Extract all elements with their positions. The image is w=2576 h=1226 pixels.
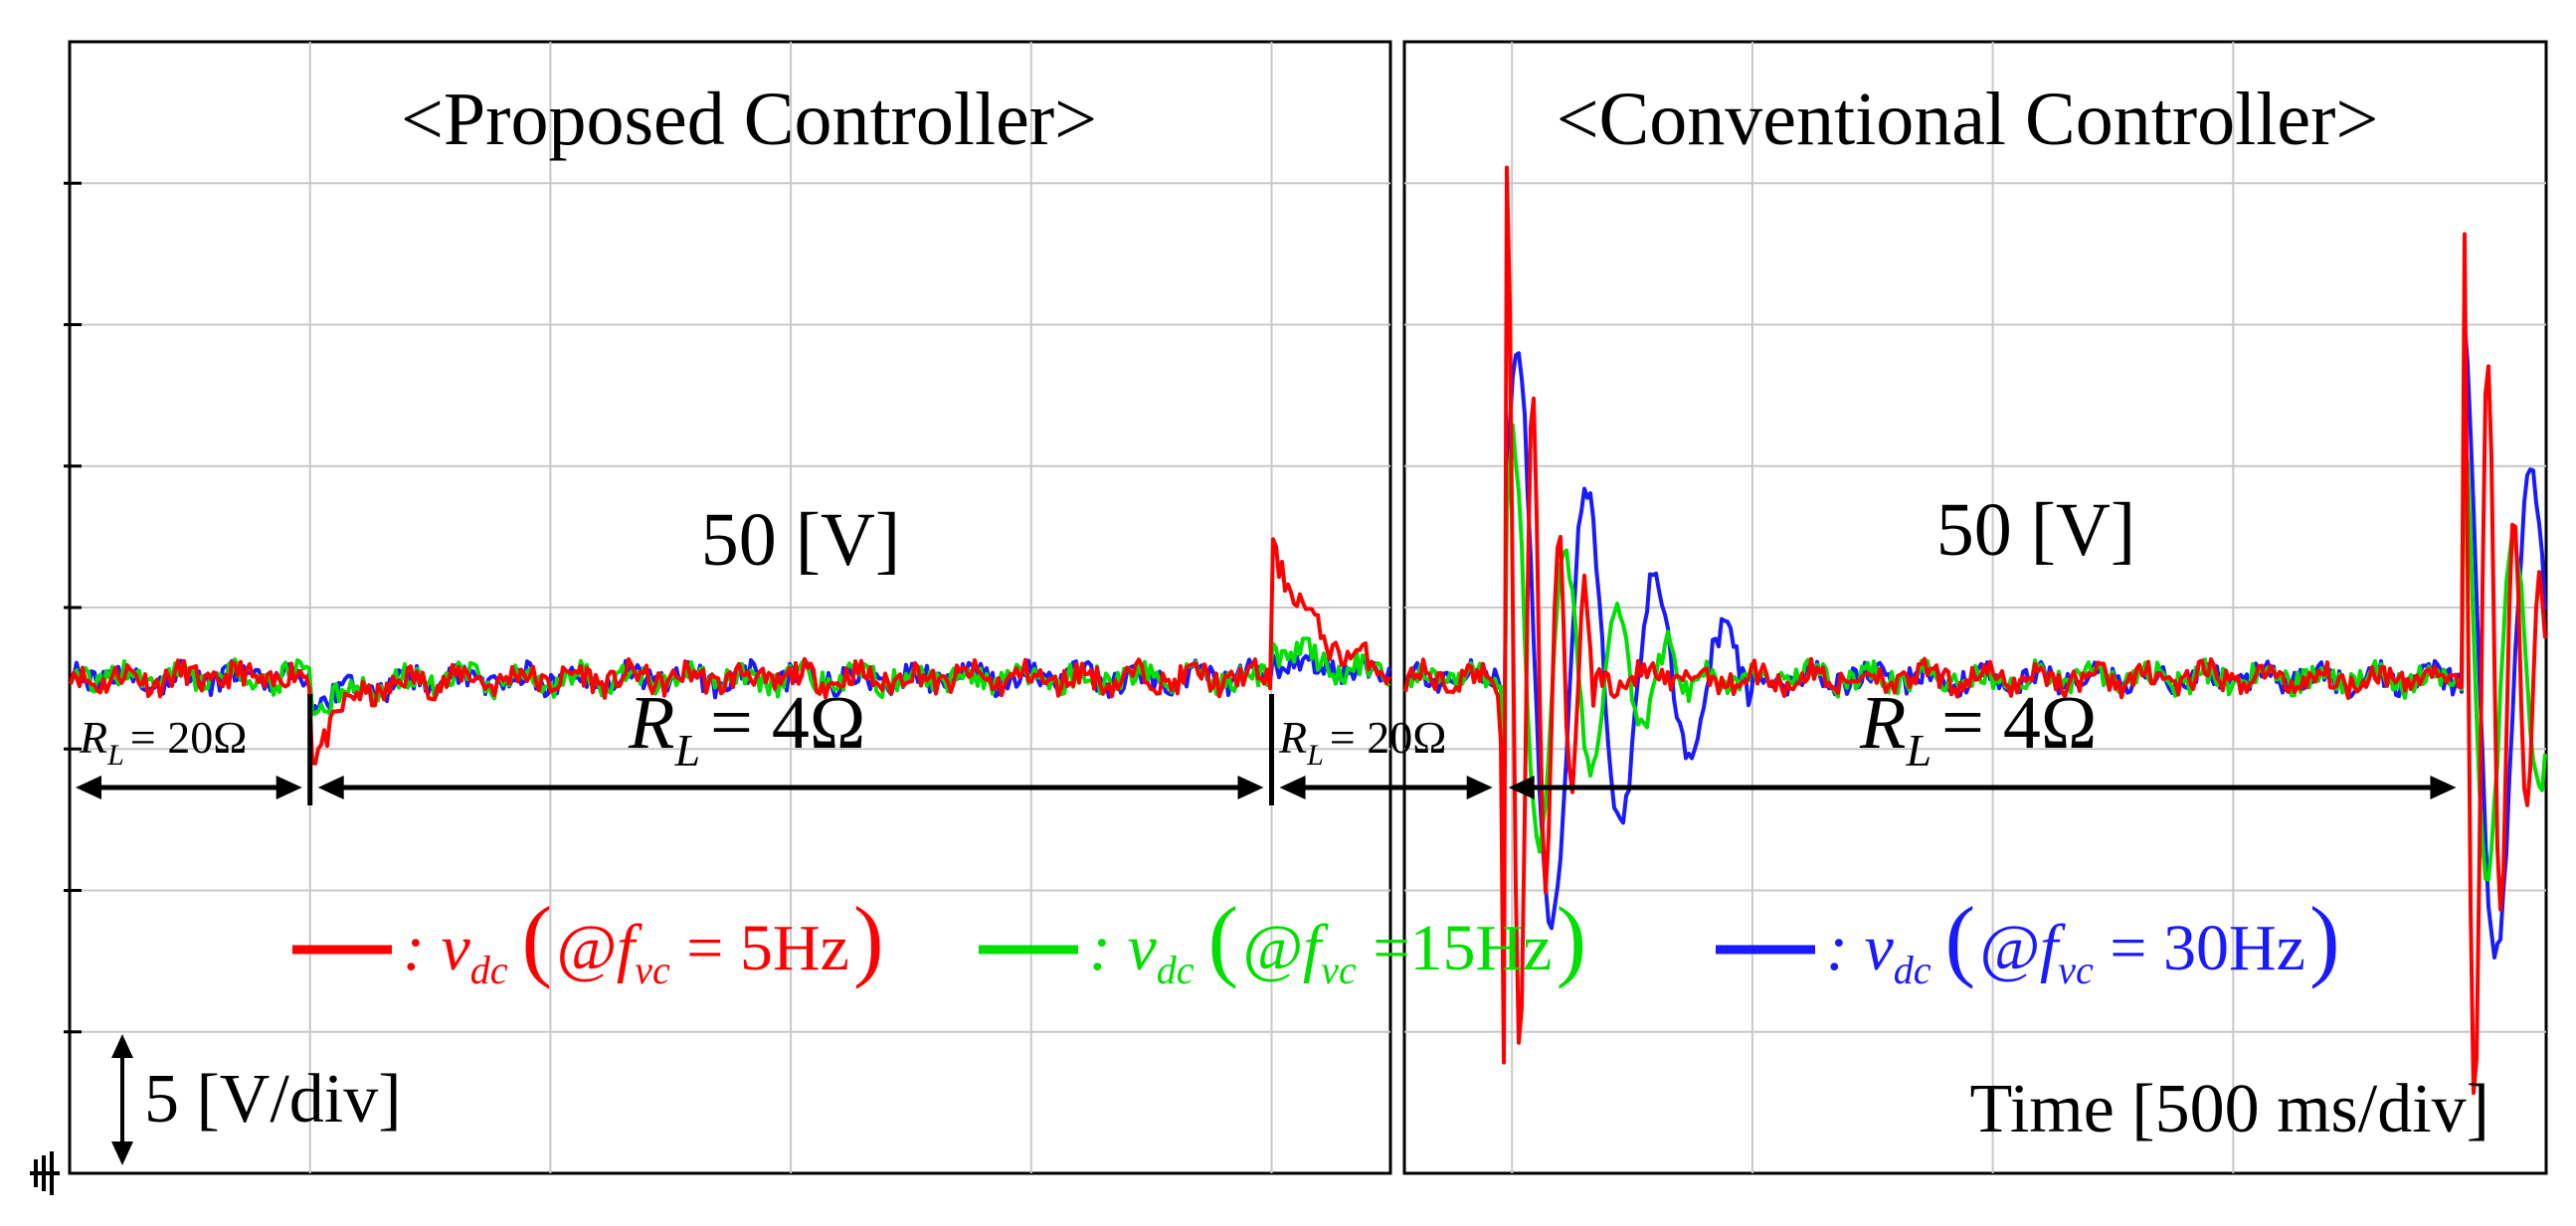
arrow-rl-20ohm-left-head-left — [76, 776, 101, 799]
time-scale-label: Time [500 ms/div] — [1970, 1071, 2489, 1147]
load-label-4ohm-right: RL = 4Ω — [1859, 681, 2097, 776]
legend-entry-30hz: : vdc (@fvc = 30Hz) — [1826, 888, 2340, 992]
right-panel-title: <Conventional Controller> — [1557, 78, 2379, 161]
arrow-rl-20ohm-mid-head-left — [1279, 776, 1306, 799]
arrow-rl-20ohm-left-head-right — [276, 776, 302, 799]
trace-conventional-v-dc-f-vc-15hz — [1403, 423, 2547, 882]
load-label-20ohm-left: RL = 20Ω — [79, 712, 247, 772]
volt-scale-label: 5 [V/div] — [144, 1061, 402, 1138]
trace-proposed-v-dc-f-vc-5hz — [69, 537, 1391, 766]
legend: : vdc (@fvc = 5Hz) : vdc (@fvc =15Hz) : vd… — [292, 888, 2340, 992]
left-panel-title: <Proposed Controller> — [401, 78, 1097, 161]
arrow-rl-4ohm-right-head-right — [2430, 776, 2457, 799]
volt-scale-indicator — [111, 1034, 133, 1165]
arrow-rl-4ohm-right-head-left — [1508, 776, 1535, 799]
ground-marker-icon — [30, 1151, 60, 1195]
load-interval-arrows — [76, 694, 2457, 805]
left-level-label: 50 [V] — [701, 498, 901, 582]
right-level-label: 50 [V] — [1936, 488, 2136, 572]
arrow-rl-4ohm-left-head-right — [1237, 776, 1264, 799]
legend-entry-15hz: : vdc (@fvc =15Hz) — [1089, 888, 1586, 992]
legend-entry-5hz: : vdc (@fvc = 5Hz) — [403, 888, 884, 992]
load-label-4ohm-left: RL = 4Ω — [628, 681, 865, 776]
graticule — [70, 42, 2546, 1173]
arrow-rl-4ohm-left-head-left — [317, 776, 344, 799]
voltage-traces — [69, 165, 2547, 1096]
y-axis-ticks — [64, 181, 82, 1034]
arrow-rl-20ohm-mid-head-right — [1466, 776, 1493, 799]
trace-conventional-v-dc-f-vc-5hz — [1403, 165, 2547, 1096]
load-label-20ohm-mid: RL = 20Ω — [1278, 712, 1446, 772]
